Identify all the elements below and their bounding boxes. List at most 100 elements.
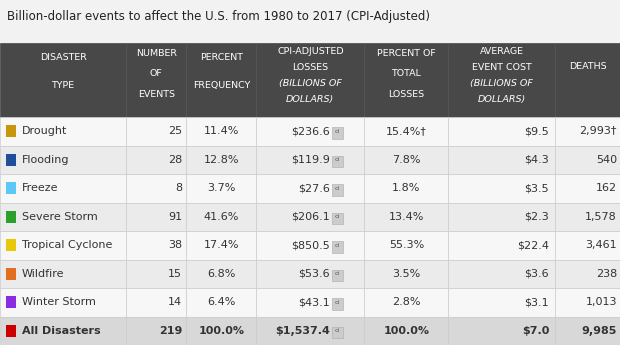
- Text: DEATHS: DEATHS: [569, 62, 606, 71]
- Text: $4.3: $4.3: [525, 155, 549, 165]
- Text: 55.3%: 55.3%: [389, 240, 424, 250]
- Bar: [187, 288, 256, 316]
- Bar: [187, 259, 256, 288]
- Text: 7.8%: 7.8%: [392, 155, 421, 165]
- Text: 238: 238: [596, 269, 617, 279]
- Bar: [256, 316, 365, 345]
- Text: 15: 15: [168, 269, 182, 279]
- Bar: [365, 288, 448, 316]
- Bar: [448, 259, 556, 288]
- Bar: [256, 259, 365, 288]
- Text: Wildfire: Wildfire: [22, 269, 64, 279]
- Text: $27.6: $27.6: [298, 183, 330, 193]
- Text: LOSSES: LOSSES: [292, 63, 329, 72]
- Text: (BILLIONS OF: (BILLIONS OF: [471, 79, 533, 88]
- Bar: [0, 259, 126, 288]
- Text: Drought: Drought: [22, 126, 67, 136]
- Text: 6.8%: 6.8%: [207, 269, 236, 279]
- Bar: [187, 203, 256, 231]
- Bar: [448, 174, 556, 203]
- Bar: [6, 182, 16, 194]
- Text: 11.4%: 11.4%: [203, 126, 239, 136]
- Text: ci: ci: [335, 129, 340, 134]
- Bar: [332, 327, 343, 338]
- Bar: [365, 316, 448, 345]
- Bar: [365, 174, 448, 203]
- Bar: [126, 146, 187, 174]
- Bar: [126, 231, 187, 259]
- Text: 14: 14: [168, 297, 182, 307]
- Text: $43.1: $43.1: [298, 297, 330, 307]
- Text: 9,985: 9,985: [582, 326, 617, 336]
- Text: $850.5: $850.5: [291, 240, 330, 250]
- Bar: [556, 288, 620, 316]
- Text: $119.9: $119.9: [291, 155, 330, 165]
- Bar: [448, 203, 556, 231]
- Bar: [0, 146, 126, 174]
- Text: Winter Storm: Winter Storm: [22, 297, 95, 307]
- Bar: [556, 117, 620, 146]
- Text: ci: ci: [335, 271, 340, 276]
- Text: 6.4%: 6.4%: [207, 297, 236, 307]
- Text: ci: ci: [335, 157, 340, 162]
- Bar: [332, 270, 343, 281]
- Text: PERCENT OF: PERCENT OF: [377, 49, 436, 58]
- Text: AVERAGE: AVERAGE: [480, 47, 524, 56]
- Text: 17.4%: 17.4%: [203, 240, 239, 250]
- Text: 100.0%: 100.0%: [198, 326, 244, 336]
- Bar: [187, 146, 256, 174]
- Bar: [332, 241, 343, 253]
- Text: 8: 8: [175, 183, 182, 193]
- Text: $9.5: $9.5: [525, 126, 549, 136]
- Bar: [365, 231, 448, 259]
- Bar: [6, 268, 16, 280]
- Bar: [556, 203, 620, 231]
- Bar: [6, 154, 16, 166]
- Text: ci: ci: [335, 328, 340, 333]
- Bar: [332, 298, 343, 310]
- Bar: [256, 231, 365, 259]
- Bar: [0, 43, 126, 117]
- Bar: [365, 117, 448, 146]
- Text: EVENT COST: EVENT COST: [472, 63, 532, 72]
- Bar: [556, 146, 620, 174]
- Bar: [365, 43, 448, 117]
- Bar: [126, 316, 187, 345]
- Bar: [126, 43, 187, 117]
- Bar: [332, 156, 343, 167]
- Bar: [126, 117, 187, 146]
- Text: 3,461: 3,461: [585, 240, 617, 250]
- Text: TOTAL: TOTAL: [391, 69, 422, 78]
- Text: $3.6: $3.6: [525, 269, 549, 279]
- Text: 12.8%: 12.8%: [203, 155, 239, 165]
- Bar: [365, 146, 448, 174]
- Text: 2.8%: 2.8%: [392, 297, 421, 307]
- Bar: [187, 316, 256, 345]
- Text: 41.6%: 41.6%: [203, 212, 239, 222]
- Text: DISASTER: DISASTER: [40, 53, 87, 62]
- Bar: [0, 288, 126, 316]
- Bar: [0, 117, 126, 146]
- Text: ci: ci: [335, 300, 340, 305]
- Text: ci: ci: [335, 214, 340, 219]
- Text: $2.3: $2.3: [525, 212, 549, 222]
- Text: 15.4%†: 15.4%†: [386, 126, 427, 136]
- Text: ci: ci: [335, 243, 340, 248]
- Bar: [6, 211, 16, 223]
- Text: $206.1: $206.1: [291, 212, 330, 222]
- Text: DOLLARS): DOLLARS): [286, 95, 334, 104]
- Bar: [126, 203, 187, 231]
- Text: $53.6: $53.6: [298, 269, 330, 279]
- Text: (BILLIONS OF: (BILLIONS OF: [279, 79, 342, 88]
- Text: OF: OF: [150, 69, 162, 78]
- Bar: [256, 117, 365, 146]
- Bar: [256, 203, 365, 231]
- Text: 91: 91: [168, 212, 182, 222]
- Text: 1.8%: 1.8%: [392, 183, 420, 193]
- Bar: [556, 174, 620, 203]
- Bar: [187, 231, 256, 259]
- Bar: [448, 146, 556, 174]
- Text: $7.0: $7.0: [521, 326, 549, 336]
- Text: 540: 540: [596, 155, 617, 165]
- Bar: [0, 231, 126, 259]
